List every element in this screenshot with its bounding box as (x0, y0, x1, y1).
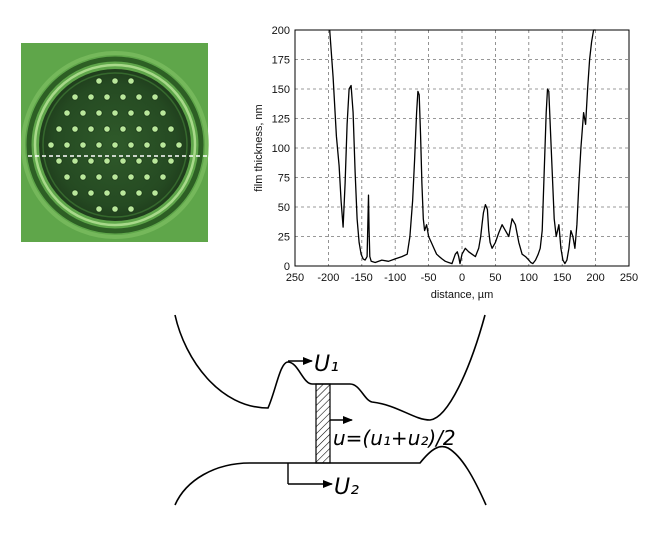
y-tick-label: 25 (278, 232, 290, 244)
mean-velocity-label: u=(u₁+u₂)/2 (333, 426, 456, 450)
micrograph-dot (151, 125, 159, 133)
micrograph-dot (79, 109, 87, 117)
micrograph-dot (71, 157, 79, 165)
micrograph-dot (119, 125, 127, 133)
micrograph-dot (63, 109, 71, 117)
x-tick-label: -200 (317, 272, 339, 284)
y-tick-label: 200 (272, 25, 290, 37)
micrograph-image (21, 43, 209, 242)
micrograph-dot (95, 205, 103, 213)
micrograph-dot (159, 141, 167, 149)
micrograph-dot (159, 173, 167, 181)
thickness-chart: 250 -200 -150 -100 -50 0 50 100 150 200 250 0 25 50 7… (253, 25, 638, 301)
micrograph-dot (79, 141, 87, 149)
micrograph-dot (87, 125, 95, 133)
micrograph-dot (135, 93, 143, 101)
plot-frame (294, 29, 630, 267)
micrograph-dot (111, 173, 119, 181)
y-axis-title: film thickness, nm (253, 104, 265, 191)
x-tick-label: -100 (384, 272, 406, 284)
y-tick-label: 0 (284, 261, 290, 273)
micrograph-dot (119, 189, 127, 197)
micrograph-dot (135, 125, 143, 133)
x-tick-label: 250 (620, 272, 638, 284)
micrograph-dot (119, 93, 127, 101)
micrograph-dot (63, 173, 71, 181)
x-tick-label: 150 (553, 272, 571, 284)
micrograph-dot (71, 125, 79, 133)
micrograph-dot (95, 77, 103, 85)
series-line (329, 29, 596, 265)
micrograph-dot (63, 141, 71, 149)
x-tick-label: 250 (286, 272, 304, 284)
y-tick-label: 150 (272, 84, 290, 96)
micrograph-dot (103, 93, 111, 101)
micrograph-dot (143, 173, 151, 181)
flow-diagram: U₁ u=(u₁+u₂)/2 U₂ (174, 314, 487, 506)
x-tick-label: 200 (586, 272, 604, 284)
micrograph-dot (103, 125, 111, 133)
micrograph-dot (87, 157, 95, 165)
micrograph-dot (175, 141, 183, 149)
micrograph-dot (111, 77, 119, 85)
x-tick-label: 50 (489, 272, 501, 284)
chart-grid (295, 30, 629, 266)
x-axis-title: distance, µm (431, 289, 494, 301)
micrograph-dot (127, 205, 135, 213)
micrograph-dot (111, 141, 119, 149)
x-tick-label: 100 (520, 272, 538, 284)
micrograph-dot (87, 189, 95, 197)
micrograph-dot (135, 157, 143, 165)
micrograph-dot (87, 93, 95, 101)
micrograph-dot (143, 141, 151, 149)
y-tick-label: 50 (278, 202, 290, 214)
u2-label: U₂ (334, 475, 359, 500)
micrograph-dot (127, 141, 135, 149)
micrograph-dot (127, 109, 135, 117)
micrograph-dot (71, 93, 79, 101)
x-tick-label: -150 (351, 272, 373, 284)
y-tick-label: 125 (272, 114, 290, 126)
x-tick-label: 0 (459, 272, 465, 284)
micrograph-dot (79, 173, 87, 181)
micrograph-dot (167, 125, 175, 133)
micrograph-dot (103, 157, 111, 165)
micrograph-dot (127, 173, 135, 181)
y-tick-labels: 0 25 50 75 100 125 150 175 200 (272, 25, 290, 273)
micrograph-dot (103, 189, 111, 197)
micrograph-dot (127, 77, 135, 85)
fluid-element (315, 383, 331, 464)
y-tick-label: 100 (272, 143, 290, 155)
micrograph-dot (55, 125, 63, 133)
upper-surface (174, 314, 486, 421)
y-tick-label: 75 (278, 173, 290, 185)
micrograph-dot (151, 93, 159, 101)
micrograph-dot (111, 205, 119, 213)
u1-label: U₁ (314, 352, 339, 377)
micrograph-dot (143, 109, 151, 117)
micrograph-dots (47, 77, 183, 213)
micrograph-dot (111, 109, 119, 117)
micrograph-dot (135, 189, 143, 197)
micrograph-dot (151, 189, 159, 197)
micrograph-dot (95, 109, 103, 117)
micrograph-dot (55, 157, 63, 165)
x-tick-label: -50 (421, 272, 437, 284)
micrograph-dot (167, 157, 175, 165)
lower-surface (174, 445, 487, 506)
micrograph-dot (119, 157, 127, 165)
micrograph-dot (151, 157, 159, 165)
micrograph-dot (47, 141, 55, 149)
micrograph-dot (95, 173, 103, 181)
micrograph-dot (95, 141, 103, 149)
micrograph-dot (71, 189, 79, 197)
x-tick-labels: 250 -200 -150 -100 -50 0 50 100 150 200 250 (286, 272, 638, 284)
y-tick-label: 175 (272, 55, 290, 67)
micrograph-dot (159, 109, 167, 117)
